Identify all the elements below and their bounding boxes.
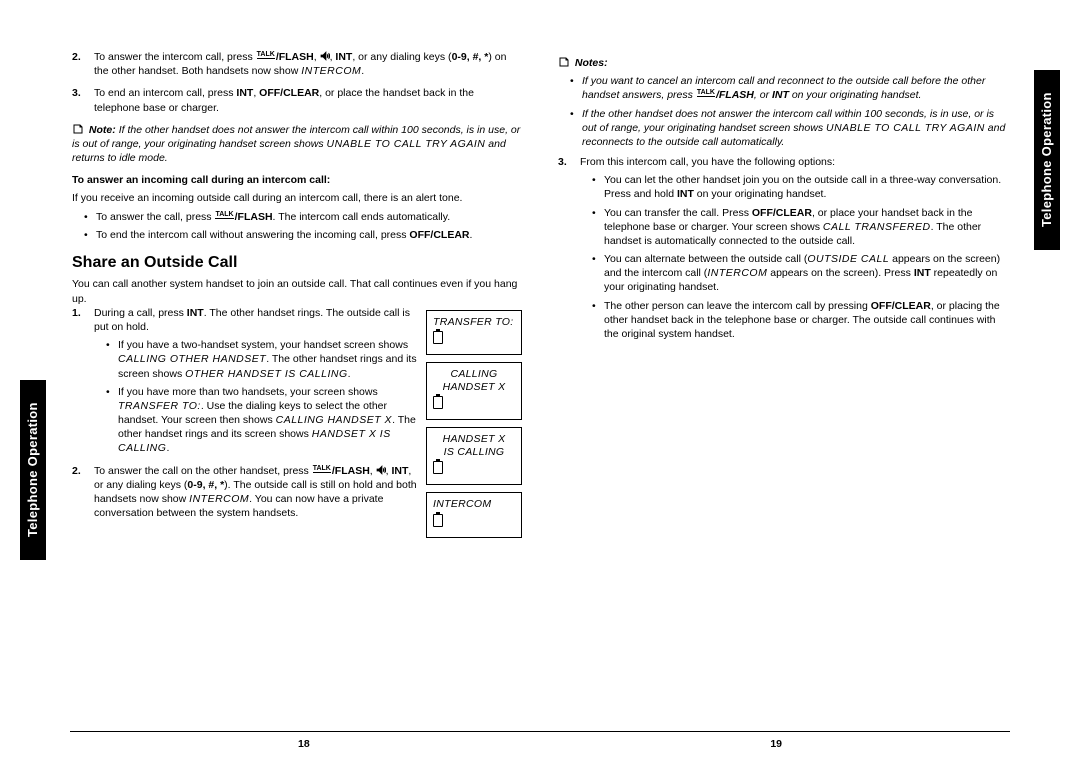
step-2: To answer the intercom call, press TALK/… — [72, 50, 522, 78]
notes-bullets: If you want to cancel an intercom call a… — [570, 74, 1008, 149]
options-bullets: You can let the other handset join you o… — [592, 173, 1008, 341]
speaker-icon — [320, 51, 330, 61]
sub-bullet: If you have a two-handset system, your h… — [106, 338, 522, 381]
step-3b: From this intercom call, you have the fo… — [558, 155, 1008, 341]
talk-icon: TALK — [215, 211, 233, 219]
option: You can alternate between the outside ca… — [592, 252, 1008, 295]
content-columns: To answer the intercom call, press TALK/… — [30, 50, 1050, 748]
numbered-steps: During a call, press INT. The other hand… — [72, 306, 522, 520]
notes-block: Notes: If you want to cancel an intercom… — [558, 56, 1008, 149]
talk-icon: TALK — [697, 89, 715, 97]
option: The other person can leave the intercom … — [592, 299, 1008, 342]
left-page: To answer the intercom call, press TALK/… — [72, 50, 522, 748]
right-page: Notes: If you want to cancel an intercom… — [558, 50, 1008, 748]
right-section-tab: Telephone Operation — [1034, 70, 1060, 250]
bullet: To answer the call, press TALK/FLASH. Th… — [84, 210, 522, 224]
note-label: Note: — [89, 124, 116, 136]
notes-label: Notes: — [575, 57, 608, 69]
bullet-list: To answer the call, press TALK/FLASH. Th… — [84, 210, 522, 242]
bullet: To end the intercom call without answeri… — [84, 228, 522, 242]
page-number-right: 19 — [770, 738, 782, 750]
paragraph: If you receive an incoming outside call … — [72, 191, 522, 205]
sub-bullet: If you have more than two handsets, your… — [106, 385, 522, 456]
paragraph: You can call another system handset to j… — [72, 277, 522, 305]
section-heading: Share an Outside Call — [72, 252, 522, 274]
note-bullet: If the other handset does not answer the… — [570, 107, 1008, 150]
speaker-icon — [376, 465, 386, 475]
talk-icon: TALK — [313, 465, 331, 473]
talk-icon: TALK — [257, 51, 275, 59]
numbered-list-3: From this intercom call, you have the fo… — [558, 155, 1008, 341]
section-label: Telephone Operation — [20, 380, 46, 560]
note-icon — [72, 123, 84, 135]
note-bullet: If you want to cancel an intercom call a… — [570, 74, 1008, 102]
step-2b: To answer the call on the other handset,… — [72, 464, 522, 521]
section-label: Telephone Operation — [1034, 70, 1060, 250]
step-1: During a call, press INT. The other hand… — [72, 306, 522, 456]
option: You can let the other handset join you o… — [592, 173, 1008, 201]
option: You can transfer the call. Press OFF/CLE… — [592, 206, 1008, 249]
manual-spread: Telephone Operation Telephone Operation … — [0, 0, 1080, 768]
subheading: To answer an incoming call during an int… — [72, 173, 522, 187]
footer-rule — [70, 731, 1010, 732]
sub-bullets: If you have a two-handset system, your h… — [106, 338, 522, 455]
left-section-tab: Telephone Operation — [20, 380, 46, 560]
note-icon — [558, 56, 570, 68]
note-block: Note: If the other handset does not answ… — [72, 123, 522, 166]
step-3: To end an intercom call, press INT, OFF/… — [72, 86, 522, 114]
page-number-left: 18 — [298, 738, 310, 750]
numbered-list-2to3: To answer the intercom call, press TALK/… — [72, 50, 522, 115]
